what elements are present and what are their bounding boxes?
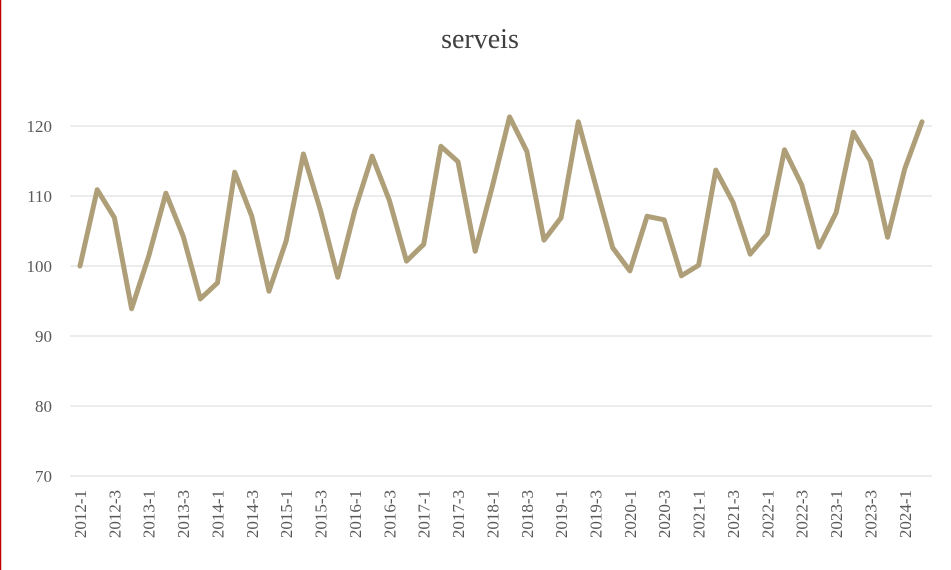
x-tick-label: 2022-3 [793, 490, 812, 538]
x-tick-label: 2019-3 [587, 490, 606, 538]
x-tick-label: 2016-3 [380, 490, 399, 538]
x-tick-label: 2015-1 [277, 490, 296, 538]
x-tick-label: 2012-1 [71, 490, 90, 538]
series-line [77, 114, 925, 312]
x-tick-label: 2023-1 [827, 490, 846, 538]
x-tick-label: 2014-1 [208, 490, 227, 538]
x-tick-label: 2023-3 [861, 490, 880, 538]
y-tick-label: 80 [35, 397, 52, 416]
y-tick-label: 90 [35, 327, 52, 346]
x-tick-label: 2012-3 [105, 490, 124, 538]
y-tick-label: 120 [27, 117, 53, 136]
x-tick-label: 2019-1 [552, 490, 571, 538]
x-tick-label: 2013-1 [140, 490, 159, 538]
x-tick-label: 2015-3 [312, 490, 331, 538]
x-tick-label: 2020-1 [621, 490, 640, 538]
x-tick-label: 2017-1 [415, 490, 434, 538]
x-tick-label: 2013-3 [174, 490, 193, 538]
x-tick-label: 2017-3 [449, 490, 468, 538]
x-tick-label: 2014-3 [243, 490, 262, 538]
y-tick-label: 100 [27, 257, 53, 276]
y-tick-label: 110 [27, 187, 52, 206]
x-tick-label: 2020-3 [655, 490, 674, 538]
x-tick-label: 2022-1 [758, 490, 777, 538]
x-tick-label: 2018-1 [483, 490, 502, 538]
x-tick-label: 2021-3 [724, 490, 743, 538]
x-tick-label: 2021-1 [690, 490, 709, 538]
chart-title: serveis [441, 24, 519, 55]
x-tick-label: 2018-3 [518, 490, 537, 538]
y-tick-label: 70 [35, 467, 52, 486]
x-tick-label: 2024-1 [896, 490, 915, 538]
x-tick-label: 2016-1 [346, 490, 365, 538]
